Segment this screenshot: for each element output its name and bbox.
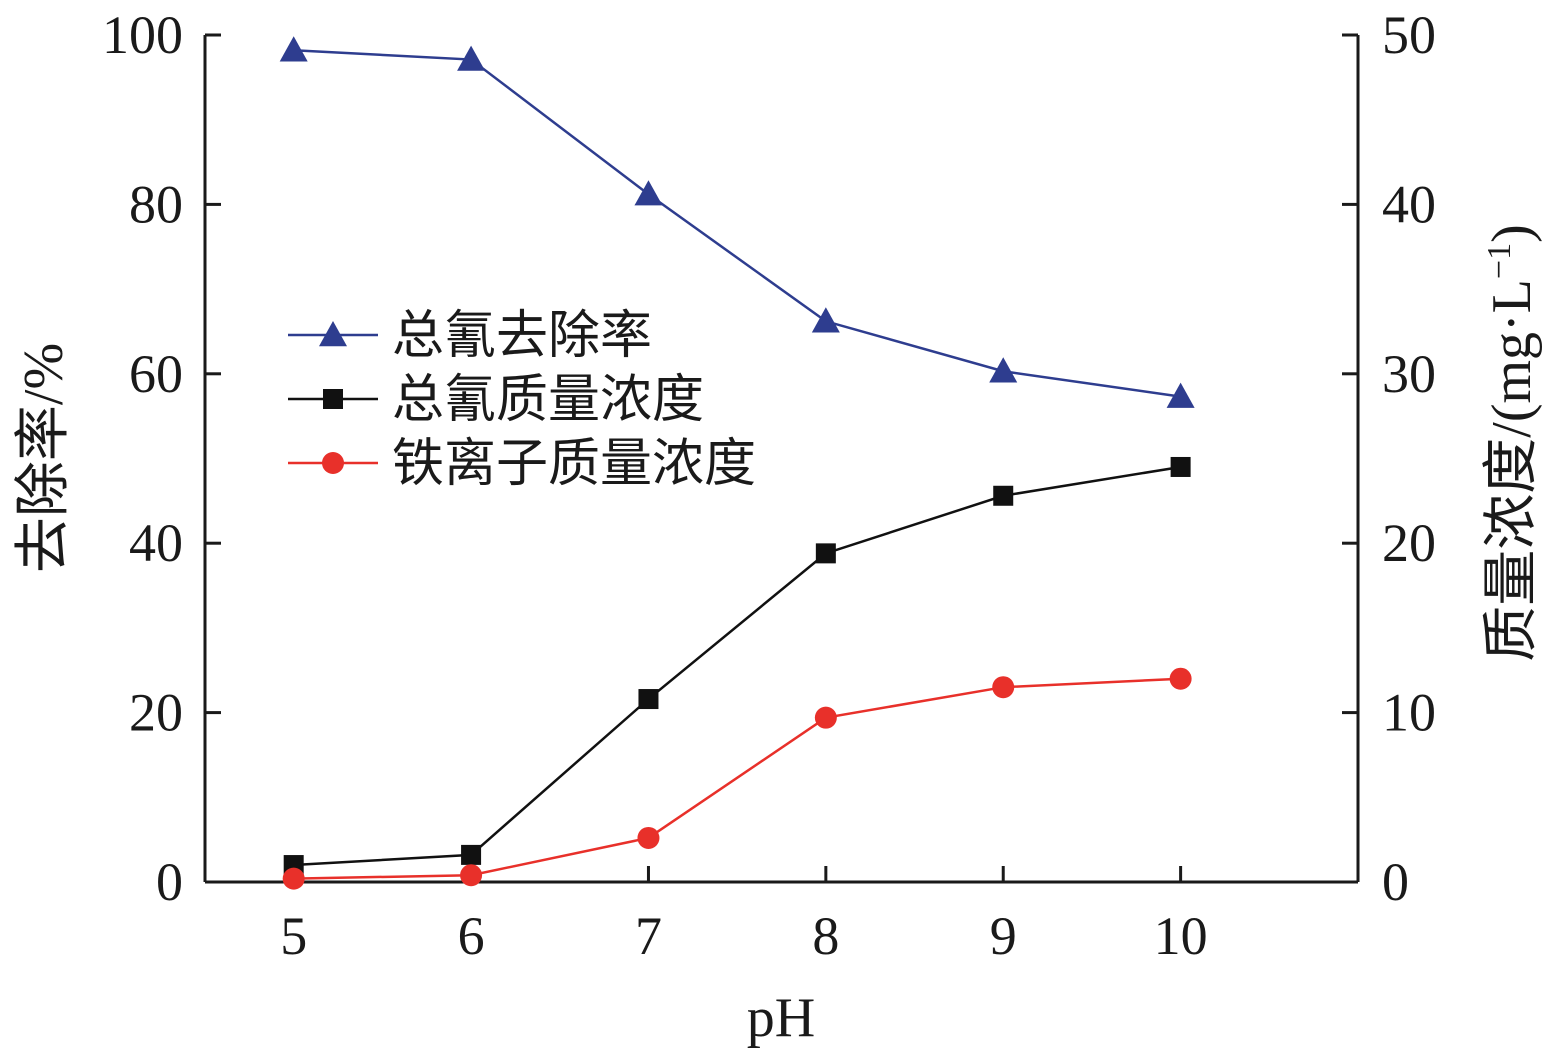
- data-point-s0-3: [811, 307, 840, 333]
- legend-marker-0: [319, 321, 347, 347]
- data-point-s1-5: [1170, 456, 1191, 477]
- x-tick-label-7: 7: [635, 906, 662, 966]
- data-point-s2-5: [1169, 667, 1192, 690]
- y-left-tick-label-60: 60: [129, 344, 183, 404]
- data-point-s1-4: [993, 485, 1014, 506]
- data-point-s2-0: [282, 867, 305, 890]
- series-line-0: [293, 48, 1181, 398]
- x-tick-label-5: 5: [280, 906, 307, 966]
- x-axis-title: pH: [747, 987, 815, 1049]
- data-point-s2-2: [637, 826, 660, 849]
- y-axis-left-title: 去除率/%: [13, 343, 75, 573]
- legend-marker-1: [323, 389, 343, 409]
- axes: [203, 33, 1360, 884]
- y-left-tick-label-0: 0: [156, 852, 183, 912]
- data-point-s0-0: [279, 36, 308, 62]
- series-line-2: [293, 677, 1181, 880]
- y-left-tick-label-100: 100: [102, 5, 183, 65]
- x-tick-label-10: 10: [1154, 906, 1208, 966]
- y-right-tick-label-20: 20: [1382, 513, 1436, 573]
- legend-marker-2: [322, 452, 344, 474]
- y-right-tick-label-0: 0: [1382, 852, 1409, 912]
- y-axis-right-title: 质量浓度/(mg·L−1): [1481, 224, 1543, 661]
- x-tick-label-8: 8: [812, 906, 839, 966]
- data-point-s2-3: [814, 706, 837, 729]
- series-line-1: [293, 465, 1181, 867]
- y-axis-right-title-superscript: −1: [1481, 243, 1518, 279]
- legend-label-2: 铁离子质量浓度: [392, 434, 756, 494]
- y-left-tick-label-20: 20: [129, 683, 183, 743]
- y-left-tick-label-80: 80: [129, 174, 183, 234]
- y-axis-right-title-close: ): [1481, 224, 1543, 243]
- data-point-s0-2: [634, 180, 663, 206]
- y-right-tick-label-50: 50: [1382, 5, 1436, 65]
- data-point-s0-5: [1166, 382, 1195, 408]
- x-tick-label-6: 6: [458, 906, 485, 966]
- y-left-tick-label-40: 40: [129, 513, 183, 573]
- y-right-tick-label-40: 40: [1382, 174, 1436, 234]
- data-point-s1-1: [461, 844, 482, 865]
- y-axis-right-title-main: 质量浓度/(mg·L: [1481, 279, 1543, 662]
- legend-label-1: 总氰质量浓度: [392, 370, 704, 430]
- y-right-tick-label-10: 10: [1382, 683, 1436, 743]
- y-right-tick-label-30: 30: [1382, 344, 1436, 404]
- data-point-s1-3: [815, 543, 836, 564]
- data-point-s2-1: [460, 864, 483, 887]
- data-point-s0-1: [457, 45, 486, 71]
- series-lines: [293, 48, 1181, 880]
- data-point-s0-4: [989, 357, 1018, 383]
- series-markers: [279, 36, 1195, 890]
- data-point-s2-4: [992, 676, 1015, 699]
- x-tick-label-9: 9: [990, 906, 1017, 966]
- legend-label-0: 总氰去除率: [392, 306, 652, 366]
- data-point-s1-2: [638, 689, 659, 710]
